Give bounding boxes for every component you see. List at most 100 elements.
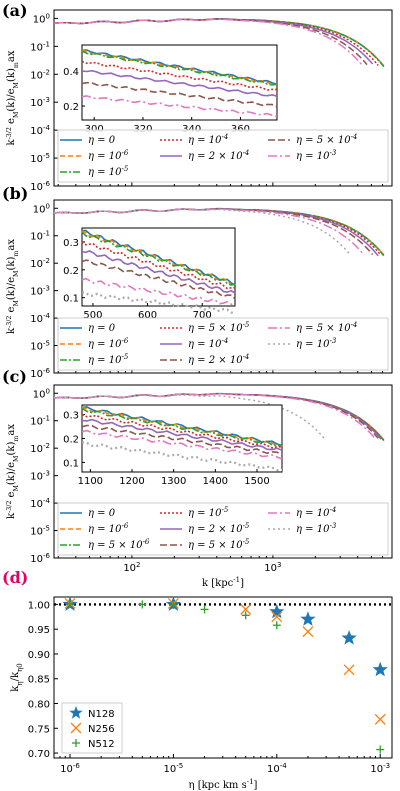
inset-line bbox=[81, 277, 236, 307]
point-n128 bbox=[372, 661, 388, 677]
inset-y-tick-label: 0.3 bbox=[63, 238, 79, 249]
inset-line bbox=[81, 259, 236, 300]
y-tick-label: 100 bbox=[33, 387, 50, 400]
legend-label: η = 10-6 bbox=[88, 149, 129, 162]
y-tick-label: 10-6 bbox=[30, 180, 50, 193]
y-tick-label: 10-6 bbox=[30, 367, 50, 380]
point-n512 bbox=[169, 600, 178, 609]
point-n256 bbox=[374, 713, 386, 725]
y-tick-label: 1.00 bbox=[28, 600, 50, 611]
point-n256 bbox=[343, 664, 355, 676]
y-tick-label: 10-1 bbox=[30, 230, 50, 243]
inset-line bbox=[81, 241, 236, 290]
panel-label-d: (d) bbox=[2, 568, 28, 587]
x-tick-label: 102 bbox=[123, 561, 140, 574]
legend-label: η = 5 × 10-4 bbox=[296, 321, 357, 334]
y-tick-label: 10-2 bbox=[30, 257, 50, 270]
inset-x-tick-label: 700 bbox=[193, 310, 212, 321]
inset-line bbox=[81, 50, 278, 86]
inset-line bbox=[81, 407, 283, 447]
legend-marker bbox=[69, 706, 83, 719]
inset-x-tick-label: 500 bbox=[83, 310, 102, 321]
inset-line bbox=[81, 69, 278, 97]
point-n256 bbox=[240, 603, 252, 615]
legend-label: η = 10-4 bbox=[296, 506, 336, 519]
y-tick-label: 10-4 bbox=[30, 124, 50, 137]
marker-stroke bbox=[302, 626, 314, 638]
legend-label: η = 10-3 bbox=[296, 522, 337, 535]
y-tick-label: 10-2 bbox=[30, 442, 50, 455]
y-tick-label: 0.80 bbox=[28, 700, 50, 711]
y-tick-label: 0.85 bbox=[28, 675, 50, 686]
y-tick-label: 10-5 bbox=[30, 525, 50, 538]
y-tick-label: 10-5 bbox=[30, 152, 50, 165]
legend-box bbox=[57, 317, 389, 371]
legend-label: η = 10-5 bbox=[88, 165, 129, 178]
point-n128 bbox=[341, 630, 357, 645]
inset-x-tick-label: 1100 bbox=[78, 476, 103, 487]
inset-line bbox=[81, 418, 283, 451]
panel-label-b: (b) bbox=[2, 184, 28, 203]
marker-stroke bbox=[240, 603, 252, 615]
y-axis-label: kη/kη0 bbox=[10, 663, 24, 691]
legend-label: η = 5 × 10-6 bbox=[88, 538, 150, 551]
spectrum-line bbox=[53, 18, 362, 65]
inset-line bbox=[81, 250, 236, 294]
point-n128 bbox=[300, 611, 316, 626]
inset-y-tick-label: 0.2 bbox=[63, 266, 79, 277]
point-n512 bbox=[376, 745, 385, 754]
x-tick-label: 10-5 bbox=[164, 762, 184, 775]
inset-y-tick-label: 0.2 bbox=[63, 435, 79, 446]
legend-label: η = 10-4 bbox=[188, 337, 228, 350]
legend-label: η = 10-3 bbox=[296, 337, 337, 350]
inset-line bbox=[81, 429, 283, 460]
inset-line bbox=[81, 81, 278, 108]
legend-marker bbox=[70, 722, 82, 734]
y-tick-label: 10-5 bbox=[30, 340, 50, 353]
legend-label: N512 bbox=[88, 739, 115, 750]
inset-x-tick-label: 1200 bbox=[119, 476, 144, 487]
inset-x-tick-label: 1500 bbox=[244, 476, 269, 487]
inset-line bbox=[81, 231, 236, 286]
inset-y-tick-label: 0.4 bbox=[63, 67, 79, 78]
legend-label: N128 bbox=[88, 709, 115, 720]
y-axis-label: k-3/2 eM(k)/eM(k)max bbox=[6, 239, 20, 334]
plot-frame bbox=[53, 9, 393, 187]
inset-line bbox=[81, 291, 236, 314]
y-tick-label: 100 bbox=[33, 12, 50, 25]
y-tick-label: 0.95 bbox=[28, 625, 50, 636]
legend-label: η = 2 × 10-4 bbox=[188, 353, 249, 366]
inset-y-tick-label: 0.2 bbox=[63, 102, 79, 113]
panel-label-c: (c) bbox=[2, 367, 27, 386]
point-n512 bbox=[138, 600, 147, 609]
marker-stroke bbox=[343, 664, 355, 676]
point-n512 bbox=[241, 611, 250, 620]
y-axis-label: k-3/2 eM(k)/eM(k)max bbox=[6, 424, 20, 519]
legend-marker bbox=[72, 739, 80, 747]
point-n256 bbox=[271, 611, 283, 623]
marker-stroke bbox=[374, 713, 386, 725]
legend-label: η = 2 × 10-5 bbox=[188, 522, 250, 535]
inset-x-tick-label: 1400 bbox=[203, 476, 228, 487]
legend-label: η = 0 bbox=[88, 508, 116, 519]
spectrum-line bbox=[53, 393, 376, 440]
point-n128 bbox=[269, 603, 285, 619]
legend-box bbox=[57, 502, 389, 556]
legend-label: η = 5 × 10-5 bbox=[188, 538, 250, 551]
inset-y-tick-label: 0.1 bbox=[63, 294, 79, 305]
y-tick-label: 10-1 bbox=[30, 415, 50, 428]
inset-line bbox=[81, 49, 277, 86]
inset-line bbox=[81, 424, 283, 456]
legend-label: η = 10-6 bbox=[88, 337, 129, 350]
legend-label: η = 10-5 bbox=[88, 353, 129, 366]
marker-stroke bbox=[70, 722, 82, 734]
y-tick-label: 100 bbox=[33, 202, 50, 215]
inset-x-tick-label: 1300 bbox=[161, 476, 186, 487]
y-tick-label: 10-3 bbox=[30, 285, 50, 298]
x-tick-label: 10-6 bbox=[60, 762, 80, 775]
y-tick-label: 10-1 bbox=[30, 40, 50, 53]
inset-y-tick-label: 0.3 bbox=[63, 411, 79, 422]
point-n256 bbox=[302, 626, 314, 638]
legend-label: η = 10-5 bbox=[188, 506, 229, 519]
spectrum-line bbox=[53, 394, 326, 440]
